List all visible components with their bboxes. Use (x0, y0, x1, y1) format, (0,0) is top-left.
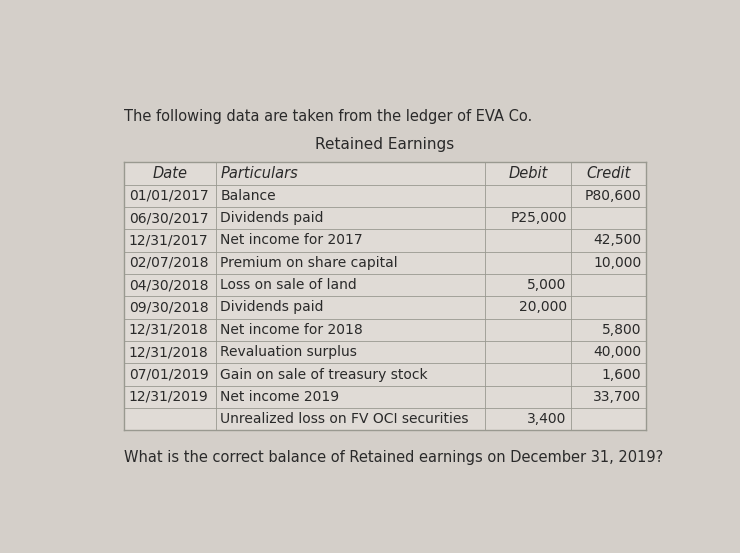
Text: 06/30/2017: 06/30/2017 (129, 211, 208, 225)
Text: Particulars: Particulars (221, 166, 298, 181)
Text: 5,800: 5,800 (602, 323, 642, 337)
Text: Balance: Balance (221, 189, 276, 203)
Text: What is the correct balance of Retained earnings on December 31, 2019?: What is the correct balance of Retained … (124, 450, 663, 465)
Text: 10,000: 10,000 (593, 256, 642, 270)
Text: Retained Earnings: Retained Earnings (315, 137, 454, 152)
Text: 42,500: 42,500 (593, 233, 642, 247)
Text: Loss on sale of land: Loss on sale of land (221, 278, 357, 292)
Text: 5,000: 5,000 (528, 278, 567, 292)
Text: 09/30/2018: 09/30/2018 (129, 300, 208, 315)
Text: Net income 2019: Net income 2019 (221, 390, 340, 404)
Text: P25,000: P25,000 (511, 211, 567, 225)
Text: 12/31/2018: 12/31/2018 (129, 345, 209, 359)
Text: Net income for 2018: Net income for 2018 (221, 323, 363, 337)
Text: 07/01/2019: 07/01/2019 (129, 368, 208, 382)
Text: 12/31/2018: 12/31/2018 (129, 323, 209, 337)
Text: Revaluation surplus: Revaluation surplus (221, 345, 357, 359)
Text: Debit: Debit (508, 166, 548, 181)
Bar (124, 162, 646, 430)
Text: 12/31/2017: 12/31/2017 (129, 233, 208, 247)
Text: 04/30/2018: 04/30/2018 (129, 278, 208, 292)
Text: 33,700: 33,700 (593, 390, 642, 404)
Text: The following data are taken from the ledger of EVA Co.: The following data are taken from the le… (124, 109, 532, 124)
Text: Gain on sale of treasury stock: Gain on sale of treasury stock (221, 368, 428, 382)
Text: 12/31/2019: 12/31/2019 (129, 390, 209, 404)
Text: 20,000: 20,000 (519, 300, 567, 315)
Text: 3,400: 3,400 (528, 412, 567, 426)
Text: 1,600: 1,600 (602, 368, 642, 382)
Text: 01/01/2017: 01/01/2017 (129, 189, 208, 203)
Text: P80,600: P80,600 (585, 189, 642, 203)
Text: Credit: Credit (587, 166, 630, 181)
Text: Dividends paid: Dividends paid (221, 300, 324, 315)
Text: Date: Date (152, 166, 187, 181)
Text: Net income for 2017: Net income for 2017 (221, 233, 363, 247)
Text: 40,000: 40,000 (593, 345, 642, 359)
Text: 02/07/2018: 02/07/2018 (129, 256, 208, 270)
Text: Unrealized loss on FV OCI securities: Unrealized loss on FV OCI securities (221, 412, 469, 426)
Text: Dividends paid: Dividends paid (221, 211, 324, 225)
Text: Premium on share capital: Premium on share capital (221, 256, 398, 270)
